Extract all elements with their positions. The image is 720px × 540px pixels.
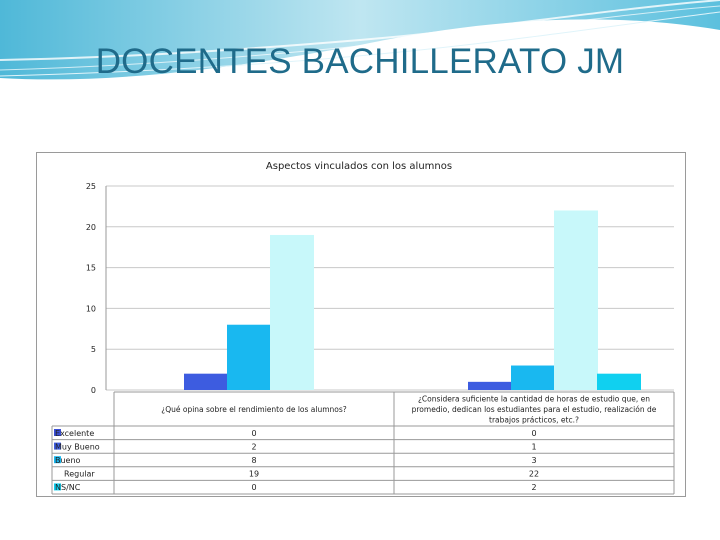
y-tick-label: 5 <box>91 345 96 354</box>
slide-title: DOCENTES BACHILLERATO JM <box>95 42 625 81</box>
table-cell-value: 0 <box>531 429 536 438</box>
bar-chart: Aspectos vinculados con los alumnos 0510… <box>51 161 675 495</box>
bar-muy-bueno <box>468 381 512 390</box>
chart-title: Aspectos vinculados con los alumnos <box>266 161 452 172</box>
bar-regular <box>554 210 598 390</box>
y-tick-label: 25 <box>86 182 96 191</box>
y-axis-ticks: 0 5 10 15 20 25 <box>86 182 96 395</box>
bar-ns-nc <box>597 373 641 390</box>
table-cell-value: 0 <box>251 483 256 492</box>
legend-label: Regular <box>64 470 95 479</box>
table-cell-value: 2 <box>531 483 536 492</box>
legend-label: Excelente <box>55 429 94 438</box>
bar-regular <box>270 234 314 390</box>
table-cell-value: 19 <box>249 470 259 479</box>
y-tick-label: 10 <box>86 304 96 313</box>
legend-swatch <box>54 429 61 436</box>
table-cell-value: 22 <box>529 470 539 479</box>
category-label: trabajos prácticos, etc.? <box>489 416 579 425</box>
legend-swatch <box>54 456 61 464</box>
data-table: ¿Qué opina sobre el rendimiento de los a… <box>51 391 675 495</box>
table-cell-value: 1 <box>531 442 536 451</box>
table-cell-value: 2 <box>251 442 256 451</box>
category-label: promedio, dedican los estudiantes para e… <box>412 405 657 414</box>
category-label: ¿Qué opina sobre el rendimiento de los a… <box>161 405 347 414</box>
bar-muy-bueno <box>184 373 228 390</box>
y-tick-label: 0 <box>91 386 96 395</box>
legend-label: Bueno <box>55 456 81 465</box>
legend-label: Muy Bueno <box>55 442 100 451</box>
y-tick-label: 15 <box>86 264 96 273</box>
y-tick-label: 20 <box>86 223 96 232</box>
legend-swatch <box>54 442 61 450</box>
chart-bars <box>184 210 641 390</box>
bar-bueno <box>511 365 555 390</box>
bar-bueno <box>227 324 271 390</box>
table-cell-value: 8 <box>251 456 256 465</box>
table-cell-value: 0 <box>251 429 256 438</box>
table-cell-value: 3 <box>531 456 536 465</box>
header-wave-decoration <box>0 0 720 80</box>
legend-swatch <box>54 483 61 491</box>
category-label: ¿Considera suficiente la cantidad de hor… <box>418 395 650 404</box>
legend-label: NS/NC <box>55 483 81 492</box>
